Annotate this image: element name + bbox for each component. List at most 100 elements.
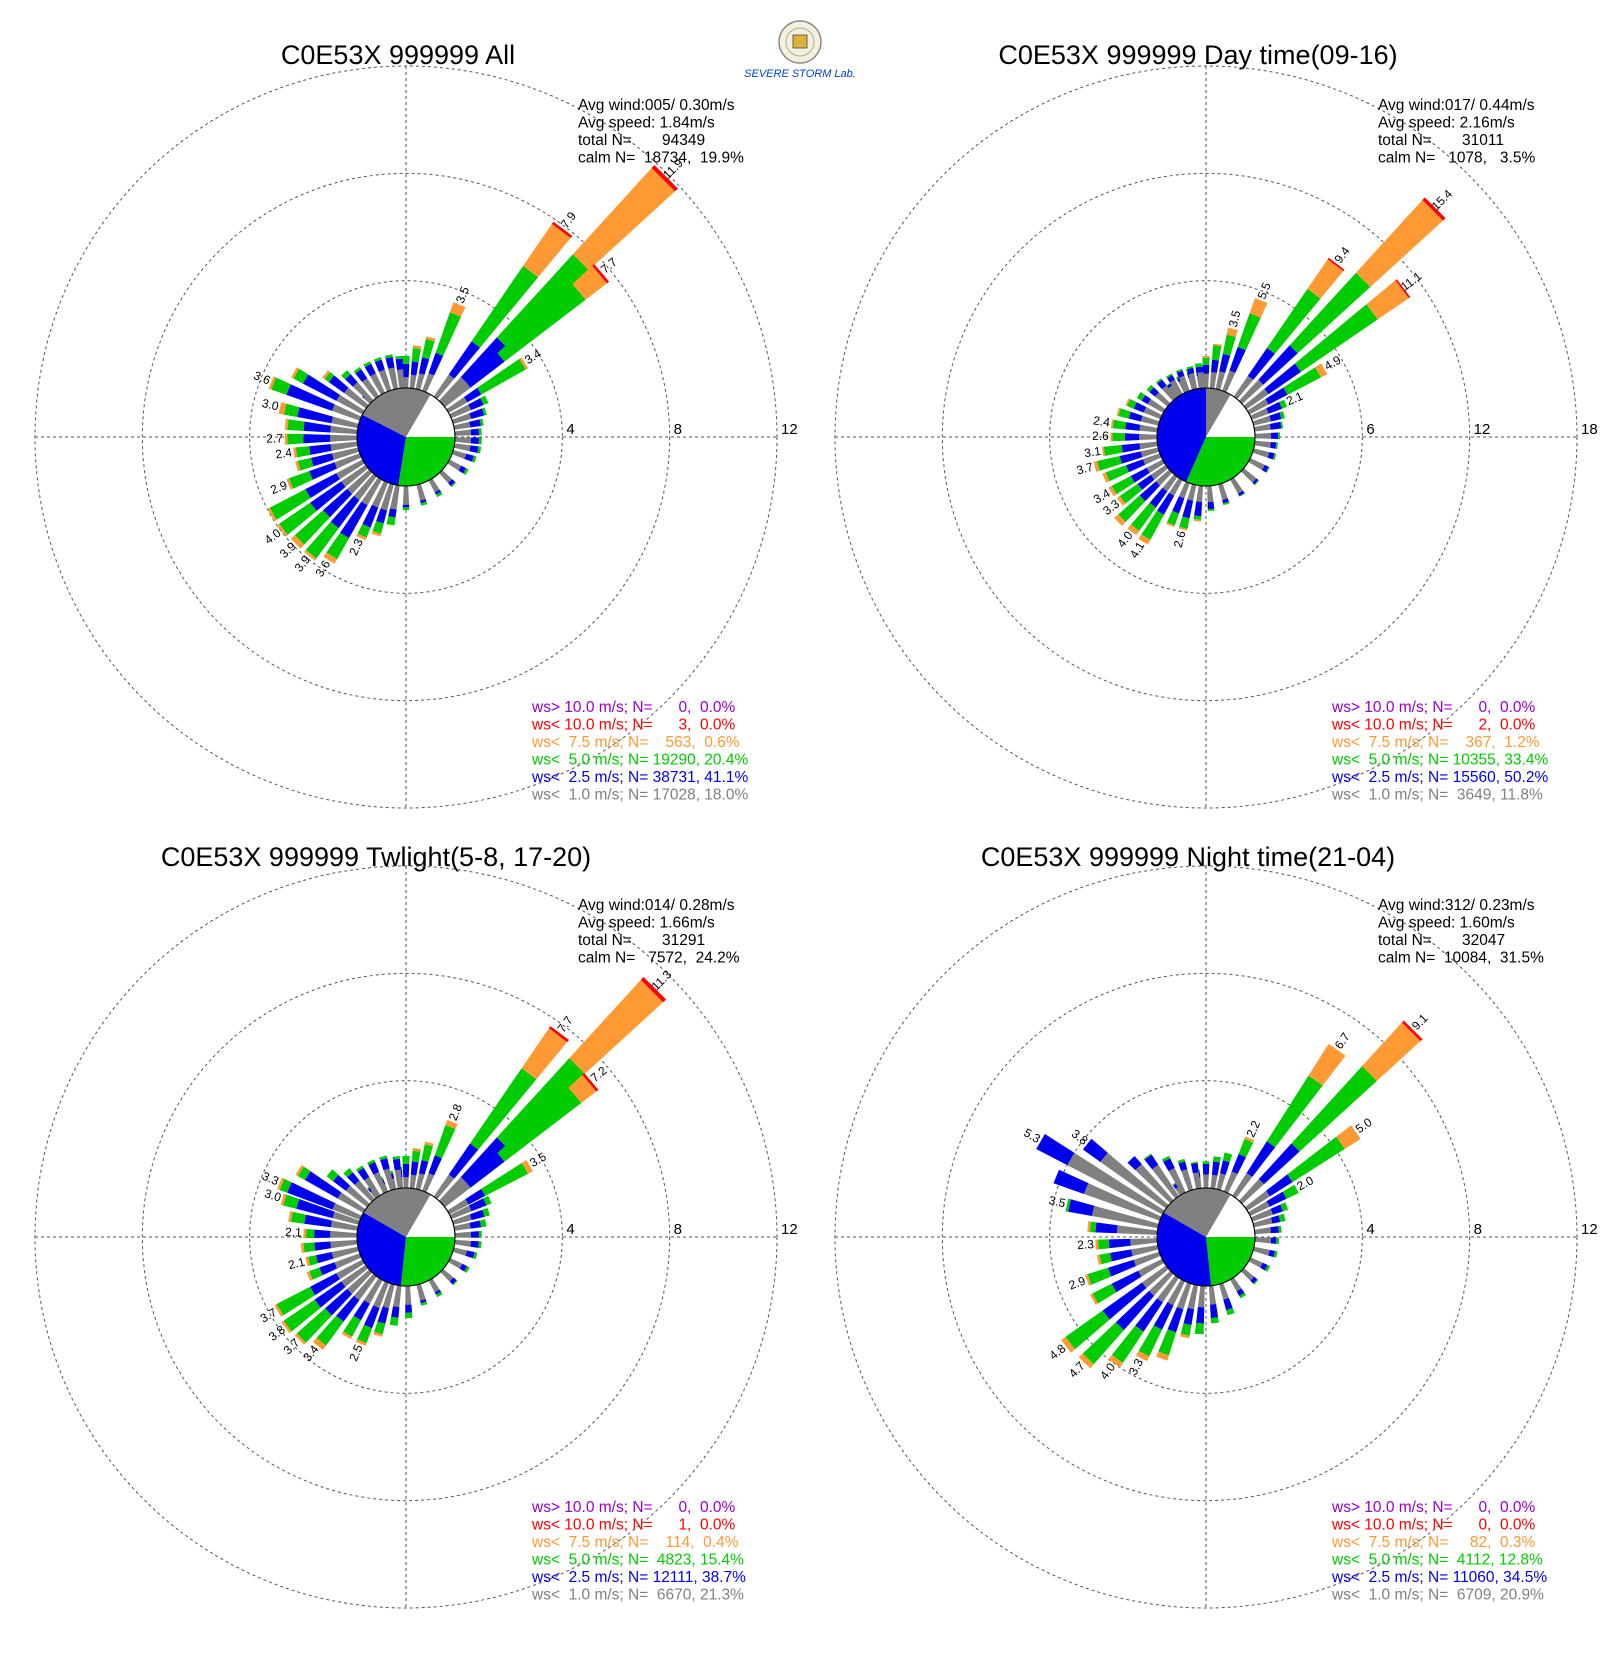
- petal-segment-lt1: [1188, 373, 1198, 390]
- petal-segment-lt2_5: [1236, 1288, 1245, 1297]
- petal-226: [294, 1269, 373, 1345]
- petal-segment-lt2_5: [1268, 1249, 1276, 1258]
- petal-segment-lt2_5: [1144, 1154, 1159, 1170]
- petal-segment-lt2_5: [1095, 1222, 1118, 1234]
- petal-segment-lt5: [1193, 515, 1202, 520]
- petal-segment-lt10: [1327, 257, 1345, 272]
- petal-283: [1065, 1198, 1159, 1229]
- petal-segment-lt5: [452, 1280, 458, 1286]
- petal-segment-lt1: [332, 1203, 362, 1220]
- petal-segment-lt5: [1202, 357, 1210, 365]
- petal-118: [448, 1258, 470, 1273]
- legend-entry-lt7_5: ws< 7.5 m/s; N= 367, 1.2%: [1331, 734, 1540, 751]
- ring-label: 12: [1581, 1221, 1598, 1238]
- petal-73: [452, 1208, 490, 1225]
- stats-line-4: calm N= 18734, 19.9%: [578, 150, 744, 167]
- petal-segment-lt5: [293, 368, 309, 384]
- petal-segment-lt5: [422, 339, 435, 360]
- petal-segment-lt7_5: [1085, 1274, 1092, 1286]
- petal-segment-lt5: [1278, 1213, 1286, 1222]
- petal-segment-lt1: [439, 470, 453, 484]
- petal-segment-lt7_5: [322, 370, 331, 380]
- petal-segment-lt5: [1279, 399, 1288, 409]
- petal-segment-lt2_5: [469, 419, 481, 428]
- legend-entry-lt5: ws< 5.0 m/s; N= 4112, 12.8%: [1331, 1552, 1543, 1569]
- petal-segment-lt5: [363, 361, 372, 368]
- petal-segment-lt2_5: [1231, 1153, 1246, 1174]
- petal-segment-lt1: [347, 1269, 373, 1294]
- legend-entry-lt7_5: ws< 7.5 m/s; N= 82, 0.3%: [1331, 1534, 1536, 1551]
- calm-circle-outline: [356, 1187, 456, 1287]
- petal-45: [439, 976, 667, 1204]
- petal-118: [1248, 458, 1270, 473]
- petal-segment-lt2_5: [1108, 1259, 1136, 1277]
- petal-segment-lt2_5: [448, 479, 456, 487]
- petal-segment-lt1: [382, 1283, 395, 1309]
- petal-7: [409, 1148, 421, 1189]
- petal-segment-lt2_5: [362, 504, 379, 528]
- petal-segment-lt2_5: [1110, 1249, 1133, 1262]
- petal-segment-lt2_5: [1258, 345, 1298, 385]
- petal-segment-lt5: [1127, 399, 1137, 409]
- petal-segment-lt1: [362, 378, 379, 399]
- petal-segment-lt5: [1131, 502, 1156, 531]
- petal-segment-lt1: [1240, 468, 1257, 483]
- petal-segment-lt2_5: [315, 1252, 334, 1264]
- petal-106: [1252, 448, 1277, 460]
- petal-211: [341, 1277, 383, 1340]
- petal-segment-lt1: [1254, 423, 1271, 432]
- petal-segment-lt5: [402, 1155, 410, 1164]
- petal-segment-lt5: [374, 1321, 386, 1335]
- petal-133: [440, 1268, 458, 1286]
- petal-segment-lt1: [1167, 385, 1179, 399]
- petal-segment-lt7_5: [1156, 1351, 1169, 1361]
- petal-segment-lt5: [303, 1242, 316, 1253]
- petal-segment-lt5: [1282, 1184, 1299, 1199]
- petal-segment-lt5: [269, 489, 311, 520]
- petal-segment-lt1: [330, 1239, 358, 1249]
- petal-14: [415, 1141, 434, 1190]
- petal-segment-lt5: [276, 1286, 315, 1316]
- calm-pie-slice-lt5: [398, 437, 455, 487]
- petal-segment-lt1: [336, 394, 365, 415]
- petal-segment-lt2_5: [376, 508, 388, 524]
- petal-0: [1202, 1161, 1210, 1189]
- petal-segment-lt1: [1130, 1238, 1158, 1246]
- petal-segment-lt7_5: [1078, 1353, 1094, 1369]
- petal-segment-lt1: [1209, 372, 1217, 389]
- petal-segment-lt5: [1266, 1075, 1323, 1148]
- petal-label: 2.2: [1243, 1118, 1263, 1139]
- petal-segment-lt2_5: [1126, 459, 1146, 473]
- petal-segment-lt2_5: [1258, 1143, 1300, 1185]
- petal-segment-lt7_5: [424, 1141, 434, 1147]
- petal-segment-lt5: [482, 1208, 490, 1217]
- petal-segment-lt2_5: [418, 1160, 429, 1175]
- petal-label: 2.3: [1077, 1237, 1095, 1252]
- petal-segment-lt7_5: [300, 1243, 305, 1253]
- petal-segment-lt2_5: [314, 1281, 346, 1308]
- petal-segment-lt5: [479, 418, 484, 426]
- petal-segment-lt5: [1166, 373, 1173, 379]
- petal-segment-lt7_5: [1356, 200, 1443, 287]
- petal-segment-lt2_5: [434, 1289, 442, 1295]
- petal-segment-lt5: [357, 524, 371, 538]
- petal-226: [1114, 469, 1173, 526]
- legend-entry-lt10: ws< 10.0 m/s; N= 0, 0.0%: [1331, 1517, 1536, 1534]
- petal-segment-lt1: [1254, 440, 1271, 448]
- legend-entry-lt10: ws< 10.0 m/s; N= 3, 0.0%: [531, 717, 736, 734]
- petal-segment-lt7_5: [1138, 534, 1151, 545]
- petal-segment-lt1: [451, 413, 472, 424]
- petal-segment-lt1: [452, 1214, 472, 1225]
- severe-storm-lab-logo: SEVERE STORM Lab.: [744, 20, 856, 80]
- petal-segment-lt5: [296, 1308, 332, 1343]
- petal-348: [384, 354, 398, 390]
- petal-segment-lt2_5: [1267, 452, 1275, 460]
- petal-segment-lt5: [421, 1144, 433, 1162]
- petal-segment-lt7_5: [1166, 522, 1175, 528]
- petal-0: [402, 1155, 410, 1189]
- petal-segment-lt7_5: [1226, 327, 1238, 337]
- petal-segment-lt5: [1065, 1310, 1110, 1350]
- petal-segment-lt1: [428, 1278, 440, 1293]
- petal-segment-lt1: [334, 1253, 362, 1269]
